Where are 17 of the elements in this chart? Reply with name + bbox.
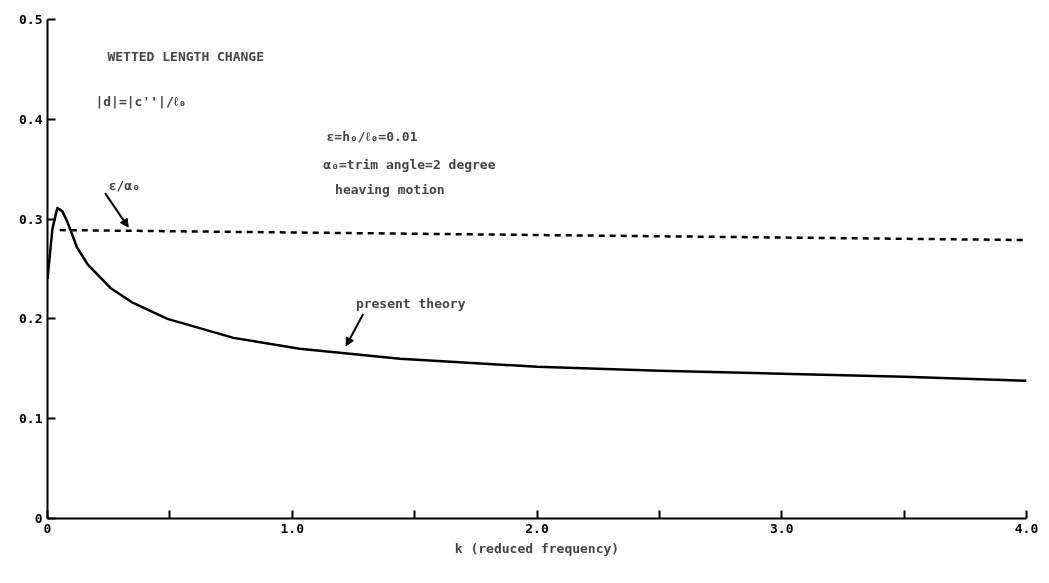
annotation: WETTED LENGTH CHANGE (107, 48, 265, 64)
annotation: |d|=|c''|/ℓ₀ (95, 93, 187, 109)
annotation: present theory (355, 296, 466, 312)
annotation: α₀=trim angle=2 degree (323, 156, 496, 172)
x-tick-label: 1.0 (280, 520, 305, 536)
y-tick-label: 0.2 (19, 311, 43, 327)
annotation: ε/α₀ (108, 177, 140, 193)
y-tick-label: 0.4 (19, 111, 43, 127)
annotation: heaving motion (335, 181, 445, 197)
y-tick-label: 0.1 (19, 411, 43, 427)
x-tick-label: 4.0 (1014, 520, 1039, 536)
annotation: ε=h₀/ℓ₀=0.01 (326, 128, 418, 144)
x-tick-label: 2.0 (525, 520, 549, 536)
x-axis-title: k (reduced frequency) (454, 540, 620, 556)
y-tick-label: 0.3 (19, 211, 43, 227)
x-tick-label: 3.0 (770, 520, 794, 536)
y-tick-label: 0.5 (19, 12, 43, 27)
